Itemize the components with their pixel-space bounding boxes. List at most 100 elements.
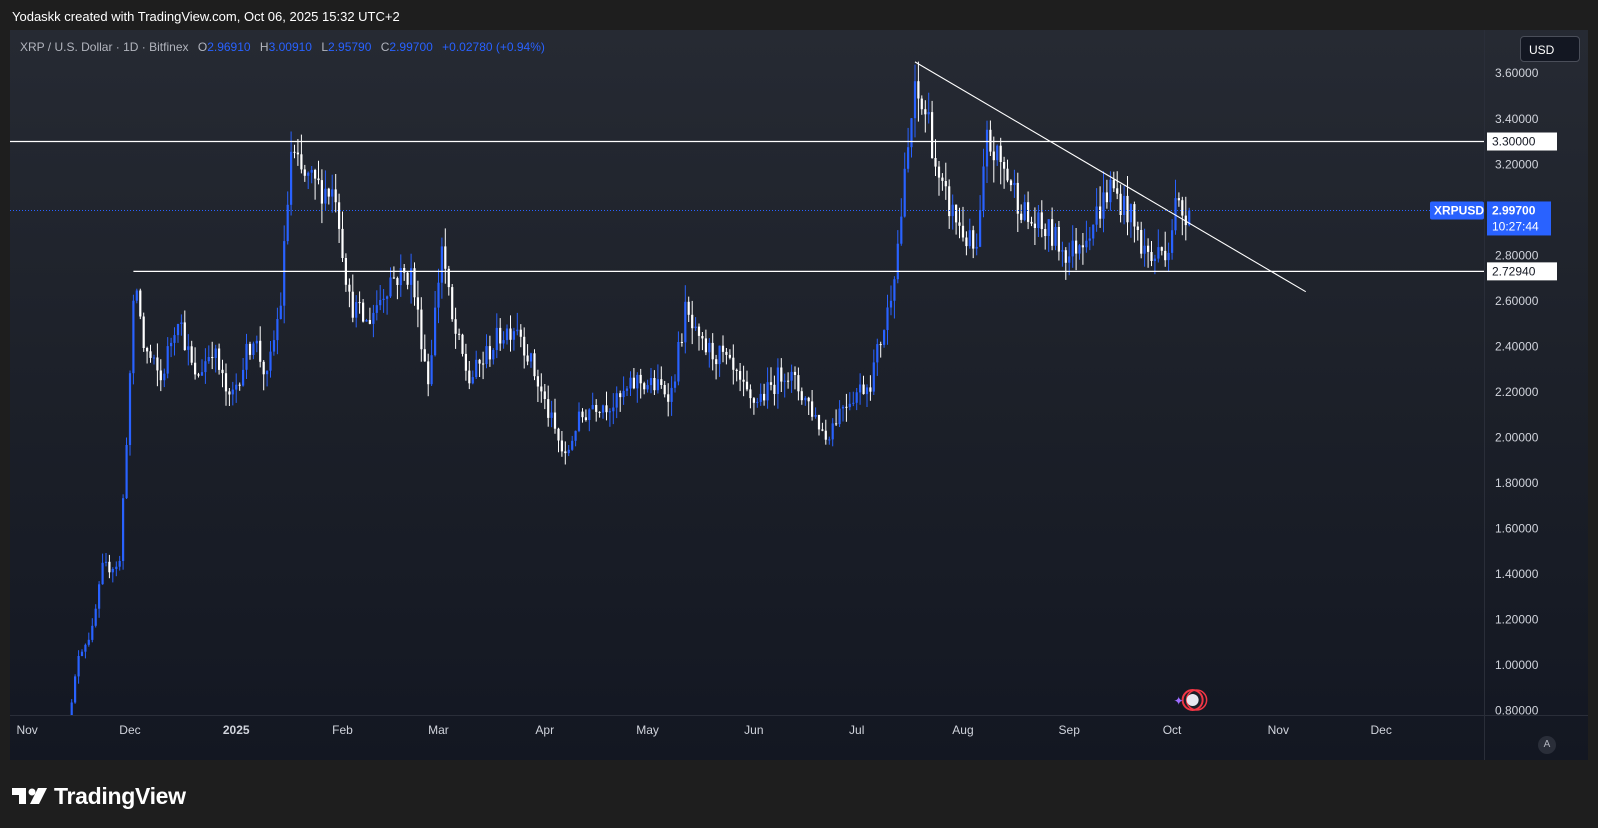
candle-body	[835, 423, 838, 425]
candle-body	[896, 243, 899, 280]
chart-svg[interactable]: 3.60000 3.40000 3.20000 2.80000 2.60000 2.400…	[10, 30, 1588, 760]
candle-body	[766, 382, 769, 401]
candle-body	[413, 268, 416, 298]
candle-body	[338, 202, 341, 229]
ohlc-legend: XRP / U.S. Dollar · 1D · Bitfinex O2.969…	[20, 40, 545, 54]
legend-low-label: L	[321, 40, 329, 54]
candle-body	[1109, 179, 1112, 203]
candle-body	[937, 166, 941, 178]
candle-body	[955, 204, 958, 223]
candle-body	[632, 377, 635, 389]
candle-body	[663, 385, 666, 395]
candle-body	[931, 112, 934, 158]
candle-body	[649, 378, 653, 386]
currency-button[interactable]: USD	[1520, 36, 1580, 62]
candle-body	[290, 151, 293, 205]
candle-body	[862, 384, 865, 395]
candle-body	[495, 327, 498, 350]
candle-body	[218, 348, 221, 370]
candle-body	[98, 584, 101, 609]
candle-body	[1150, 252, 1153, 261]
candle-body	[238, 384, 241, 386]
candle-body	[440, 246, 443, 283]
candle-body	[684, 301, 687, 343]
candle-body	[509, 328, 512, 340]
candle-body	[478, 359, 481, 364]
candle-body	[910, 118, 913, 148]
candle-body	[368, 320, 371, 324]
y-tick-label: 1.60000	[1495, 521, 1539, 535]
candle-body	[173, 335, 176, 343]
candle-body	[564, 451, 567, 454]
candle-body	[1057, 227, 1060, 252]
ticker-badge	[1430, 201, 1484, 220]
candle-body	[111, 569, 114, 573]
candle-body	[711, 342, 714, 360]
candle-body	[605, 405, 608, 413]
candle-body	[444, 246, 447, 269]
level-price-label: 3.30000	[1492, 135, 1536, 149]
candle-body	[625, 388, 629, 391]
candle-body	[303, 169, 306, 176]
x-tick-label: Apr	[535, 723, 554, 737]
candle-body	[941, 177, 944, 181]
candle-body	[1119, 193, 1122, 215]
candle-body	[242, 369, 245, 386]
candle-body	[697, 326, 701, 336]
candle-body	[691, 314, 694, 329]
candle-body	[468, 370, 471, 384]
candle-body	[80, 651, 84, 656]
candle-body	[773, 384, 776, 394]
candle-body	[759, 393, 762, 402]
candle-body	[87, 639, 90, 645]
candle-body	[824, 430, 827, 440]
candle-body	[259, 340, 262, 362]
legend-high-label: H	[259, 40, 269, 54]
legend-open: 2.96910	[207, 40, 251, 54]
candle-body	[763, 393, 766, 401]
candle-body	[437, 282, 440, 308]
candle-body	[869, 387, 872, 392]
tradingview-logo[interactable]: TradingView	[12, 781, 186, 811]
candle-body	[1075, 240, 1078, 254]
candle-body	[653, 378, 656, 391]
candle-body	[1016, 182, 1019, 214]
candle-body	[989, 129, 992, 152]
candle-body	[1123, 195, 1126, 215]
candle-body	[615, 393, 618, 408]
candle-body	[1112, 179, 1115, 189]
candle-body	[362, 302, 365, 322]
y-tick-label: 3.60000	[1495, 66, 1539, 80]
candle-body	[588, 409, 591, 420]
candle-body	[372, 312, 375, 324]
candle-body	[876, 344, 879, 363]
candle-body	[176, 324, 180, 336]
candle-body	[732, 357, 735, 370]
candle-body	[1027, 202, 1030, 222]
legend-close-label: C	[380, 40, 390, 54]
candle-body	[1051, 219, 1054, 246]
candle-body	[797, 375, 800, 392]
candle-body	[523, 336, 526, 356]
candle-body	[170, 342, 173, 347]
candle-body	[852, 402, 855, 404]
candle-body	[708, 342, 711, 353]
candle-body	[1099, 206, 1102, 219]
candle-body	[903, 168, 906, 217]
y-tick-label: 1.20000	[1495, 612, 1539, 626]
candle-body	[458, 333, 461, 335]
candle-body	[821, 429, 824, 431]
candle-body	[451, 287, 454, 320]
x-tick-label: Nov	[1268, 723, 1289, 737]
candle-body	[94, 608, 97, 626]
candle-body	[276, 319, 279, 341]
chart-frame[interactable]: 3.60000 3.40000 3.20000 2.80000 2.60000 2.400…	[10, 30, 1588, 760]
candle-body	[776, 367, 779, 394]
candle-body	[574, 430, 577, 441]
candle-body	[351, 291, 354, 318]
auto-scale-button[interactable]: A	[1538, 736, 1556, 754]
candle-body	[1177, 198, 1180, 201]
candle-body	[996, 145, 999, 161]
candle-body	[183, 322, 186, 350]
candle-body	[841, 406, 845, 409]
